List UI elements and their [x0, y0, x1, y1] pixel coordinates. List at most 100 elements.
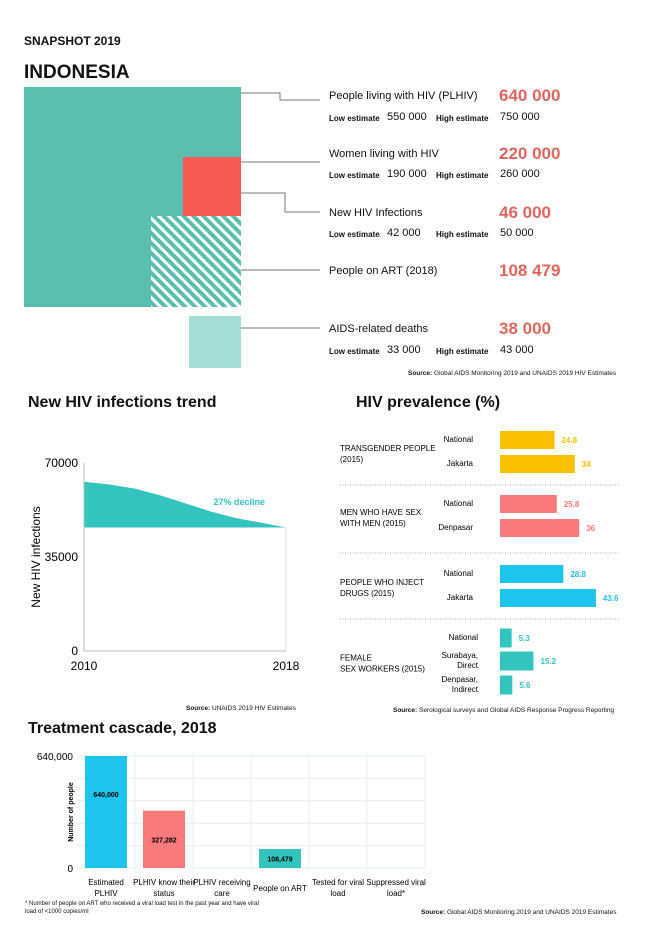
bar-category-label: Indirect — [452, 685, 479, 694]
prevalence-bar — [500, 495, 557, 513]
bar-category-label: Denpasar, — [442, 675, 478, 684]
group-label: PEOPLE WHO INJECT — [340, 578, 424, 587]
x-category-label: Estimated — [88, 878, 124, 887]
trend-source: Source: UNAIDS 2019 HIV Estimates — [186, 705, 296, 712]
bar-value-label: 5.3 — [519, 634, 531, 643]
prevalence-bar — [500, 431, 555, 449]
women-low-label: Low estimate — [329, 171, 380, 180]
deaths-value: 38 000 — [499, 319, 551, 338]
cascade-bar — [85, 756, 127, 868]
art-value: 108 479 — [499, 261, 561, 280]
women-label: Women living with HIV — [329, 148, 439, 160]
cascade-title: Treatment cascade, 2018 — [28, 720, 217, 737]
women-high: 260 000 — [500, 168, 540, 180]
x-tick-label: 2018 — [273, 659, 300, 673]
y-tick-label: 70000 — [45, 456, 79, 470]
art-square — [151, 216, 241, 307]
bar-value-label: 43.6 — [603, 594, 619, 603]
bar-category-label: National — [444, 499, 474, 508]
y-tick-label: 0 — [67, 864, 73, 875]
cascade-bar — [259, 849, 301, 868]
plhiv-low-label: Low estimate — [329, 114, 380, 123]
cascade-footnote: * Number of people on ART who received a… — [25, 901, 259, 915]
x-tick-label: 2010 — [71, 659, 98, 673]
key-figures-source: Source: Global AIDS Monitoring 2019 and … — [408, 370, 617, 377]
bar-value-label: 34 — [582, 460, 591, 469]
x-category-label: care — [214, 889, 230, 898]
women-low: 190 000 — [387, 168, 427, 180]
y-axis-label: Number of people — [68, 782, 75, 842]
bar-value-label: 640,000 — [93, 792, 118, 799]
y-tick-label: 0 — [71, 644, 78, 658]
deaths-square — [189, 316, 241, 368]
group-label: WITH MEN (2015) — [340, 519, 406, 528]
bar-value-label: 24.8 — [562, 436, 578, 445]
deaths-high-label: High estimate — [436, 347, 489, 356]
women-value: 220 000 — [499, 144, 561, 163]
cascade-bar — [143, 810, 185, 868]
deaths-low: 33 000 — [387, 344, 421, 356]
bar-category-label: Jakarta — [447, 593, 474, 602]
bar-value-label: 108,479 — [267, 857, 292, 864]
prevalence-source: Source: Serological surveys and Global A… — [393, 707, 615, 714]
prevalence-chart: TRANSGENDER PEOPLE (2015) National 24.8 Jaka… — [340, 431, 620, 695]
deaths-low-label: Low estimate — [329, 347, 380, 356]
decline-annotation: 27% decline — [213, 497, 265, 507]
plhiv-high: 750 000 — [500, 111, 540, 123]
group-label: (2015) — [340, 455, 363, 464]
prevalence-bar — [500, 675, 513, 695]
prevalence-bar — [500, 589, 596, 607]
cascade-source: Source: Global AIDS Monitoring 2019 and … — [421, 909, 617, 916]
bar-category-label: National — [444, 435, 474, 444]
y-tick-label: 35000 — [45, 550, 79, 564]
bar-value-label: 28.8 — [570, 570, 586, 579]
group-label: MEN WHO HAVE SEX — [340, 508, 422, 517]
bar-category-label: National — [444, 569, 474, 578]
women-square — [183, 157, 241, 216]
plhiv-value: 640 000 — [499, 86, 561, 105]
bar-value-label: 327,282 — [151, 837, 176, 844]
x-category-label: Suppressed viral — [366, 878, 426, 887]
prevalence-bar — [500, 565, 564, 583]
y-tick-label: 640,000 — [37, 752, 74, 763]
x-category-label: Tested for viral — [312, 878, 364, 887]
bar-value-label: 5.6 — [519, 681, 531, 690]
decline-area — [84, 481, 286, 528]
new-infections-high-label: High estimate — [436, 230, 489, 239]
bar-value-label: 36 — [586, 524, 595, 533]
plhiv-low: 550 000 — [387, 111, 427, 123]
x-category-label: status — [153, 889, 174, 898]
new-infections-label: New HIV Infections — [329, 207, 423, 219]
cascade-chart: 640,000 0 Number of people 640,000 Estimated… — [37, 752, 426, 898]
x-category-label: load — [330, 889, 345, 898]
new-infections-value: 46 000 — [499, 203, 551, 222]
prevalence-title: HIV prevalence (%) — [356, 394, 501, 411]
art-label: People on ART (2018) — [329, 265, 438, 277]
group-label: DRUGS (2015) — [340, 589, 395, 598]
bar-category-label: Denpasar — [438, 523, 473, 532]
key-figures-graphic — [24, 87, 320, 368]
bar-category-label: Surabaya, — [442, 651, 478, 660]
country-title: INDONESIA — [24, 62, 130, 83]
bar-category-label: Direct — [457, 661, 479, 670]
bar-category-label: Jakarta — [447, 459, 474, 468]
x-category-label: People on ART — [253, 884, 307, 893]
plhiv-label: People living with HIV (PLHIV) — [329, 90, 478, 102]
snapshot-label: SNAPSHOT 2019 — [24, 34, 121, 48]
prevalence-bar — [500, 455, 575, 473]
x-category-label: PLHIV — [94, 889, 118, 898]
x-category-label: PLHIV receiving — [193, 878, 250, 887]
bar-category-label: National — [449, 633, 479, 642]
x-category-label: load* — [387, 889, 405, 898]
deaths-high: 43 000 — [500, 344, 534, 356]
group-label: SEX WORKERS (2015) — [340, 665, 425, 674]
y-axis-label: New HIV infections — [29, 506, 43, 607]
prevalence-bar — [500, 519, 580, 537]
bar-value-label: 15.2 — [540, 657, 556, 666]
women-high-label: High estimate — [436, 171, 489, 180]
group-label: FEMALE — [340, 654, 372, 663]
group-label: TRANSGENDER PEOPLE — [340, 444, 436, 453]
new-infections-low-label: Low estimate — [329, 230, 380, 239]
